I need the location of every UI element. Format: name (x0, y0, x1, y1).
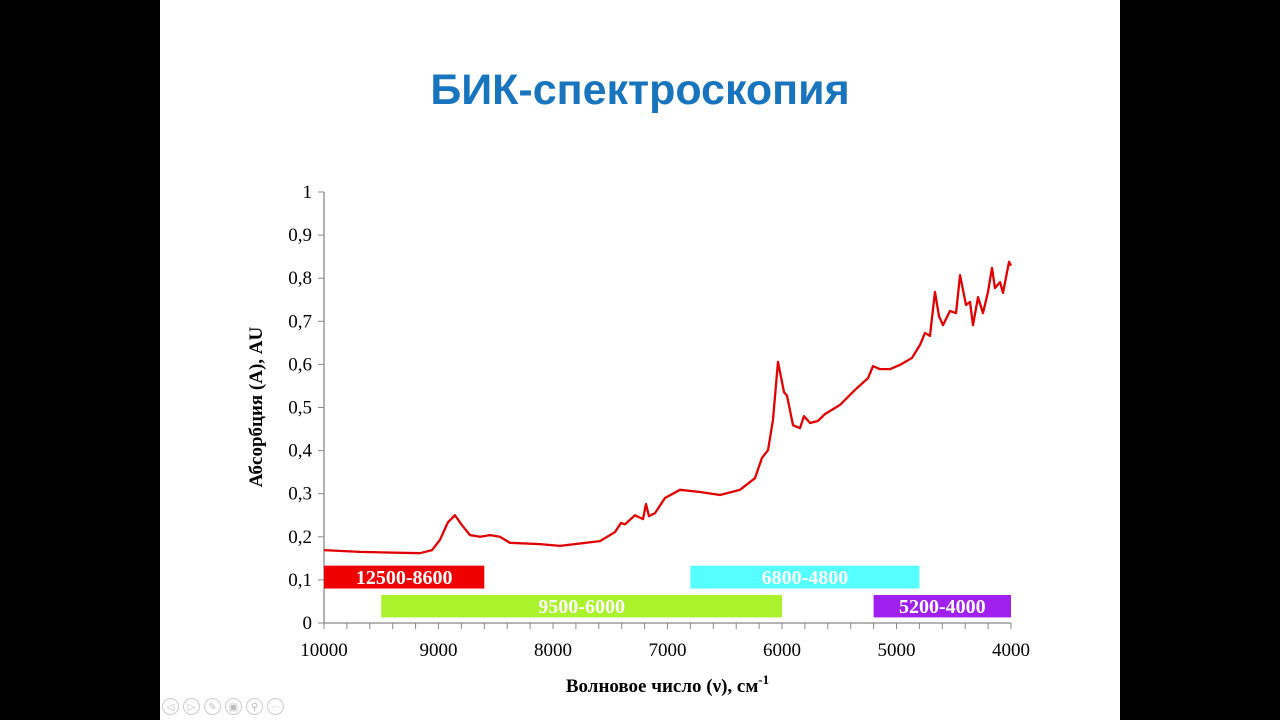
spectrum-line (323, 260, 1013, 555)
y-tick-label: 0,9 (288, 225, 312, 246)
y-tick-label: 0,5 (288, 398, 312, 419)
band-bar (324, 565, 485, 589)
next-slide-icon[interactable]: ▷ (183, 698, 200, 715)
band-label: 12500-8600 (356, 567, 453, 589)
y-tick-label: 1 (303, 182, 313, 203)
band-bar (873, 594, 1011, 618)
y-tick-label: 0 (303, 613, 313, 634)
x-tick-label: 4000 (992, 640, 1030, 661)
x-tick-label: 6000 (763, 640, 801, 661)
x-tick-label: 8000 (534, 640, 572, 661)
pen-icon[interactable]: ✎ (204, 698, 221, 715)
previous-slide-icon[interactable]: ◁ (162, 698, 179, 715)
spectrum-chart: 0 0,1 0,2 0,3 0,4 0,5 0,6 0,7 0,8 0,9 1 10000 9000 80… (246, 182, 1030, 697)
band-bar (381, 594, 782, 618)
slides-grid-icon[interactable]: ▣ (225, 698, 242, 715)
y-tick-label: 0,4 (288, 441, 312, 462)
x-tick-label: 7000 (649, 640, 687, 661)
more-options-icon[interactable]: ⋯ (267, 698, 284, 715)
y-tick-label: 0,1 (288, 570, 312, 591)
slide: БИК-спектроскопия 0 0,1 0,2 0,3 0,4 0,5 0,6 0,7… (160, 0, 1120, 720)
band-bar (690, 565, 920, 589)
x-tick-label: 10000 (300, 640, 348, 661)
zoom-icon[interactable]: ⚲ (246, 698, 263, 715)
x-axis-title-sup: -1 (758, 672, 769, 687)
x-axis-title-text: Волновое число (ν), см (566, 676, 758, 697)
y-tick-label: 0,6 (288, 354, 312, 375)
y-axis-title: Абсорбция (A), AU (246, 326, 267, 487)
slide-title: БИК-спектроскопия (430, 66, 850, 114)
y-tick-label: 0,2 (288, 527, 312, 548)
x-tick-label: 9000 (420, 640, 458, 661)
x-axis-title: Волновое число (ν), см-1 (566, 672, 769, 697)
x-tick-label: 5000 (878, 640, 916, 661)
y-tick-label: 0,8 (288, 268, 312, 289)
band-label: 9500-6000 (538, 596, 625, 618)
y-tick-label: 0,7 (288, 311, 312, 332)
slideshow-controls: ◁ ▷ ✎ ▣ ⚲ ⋯ (162, 698, 284, 715)
band-label: 5200-4000 (899, 596, 986, 618)
y-tick-label: 0,3 (288, 484, 312, 505)
band-label: 6800-4800 (762, 567, 849, 589)
